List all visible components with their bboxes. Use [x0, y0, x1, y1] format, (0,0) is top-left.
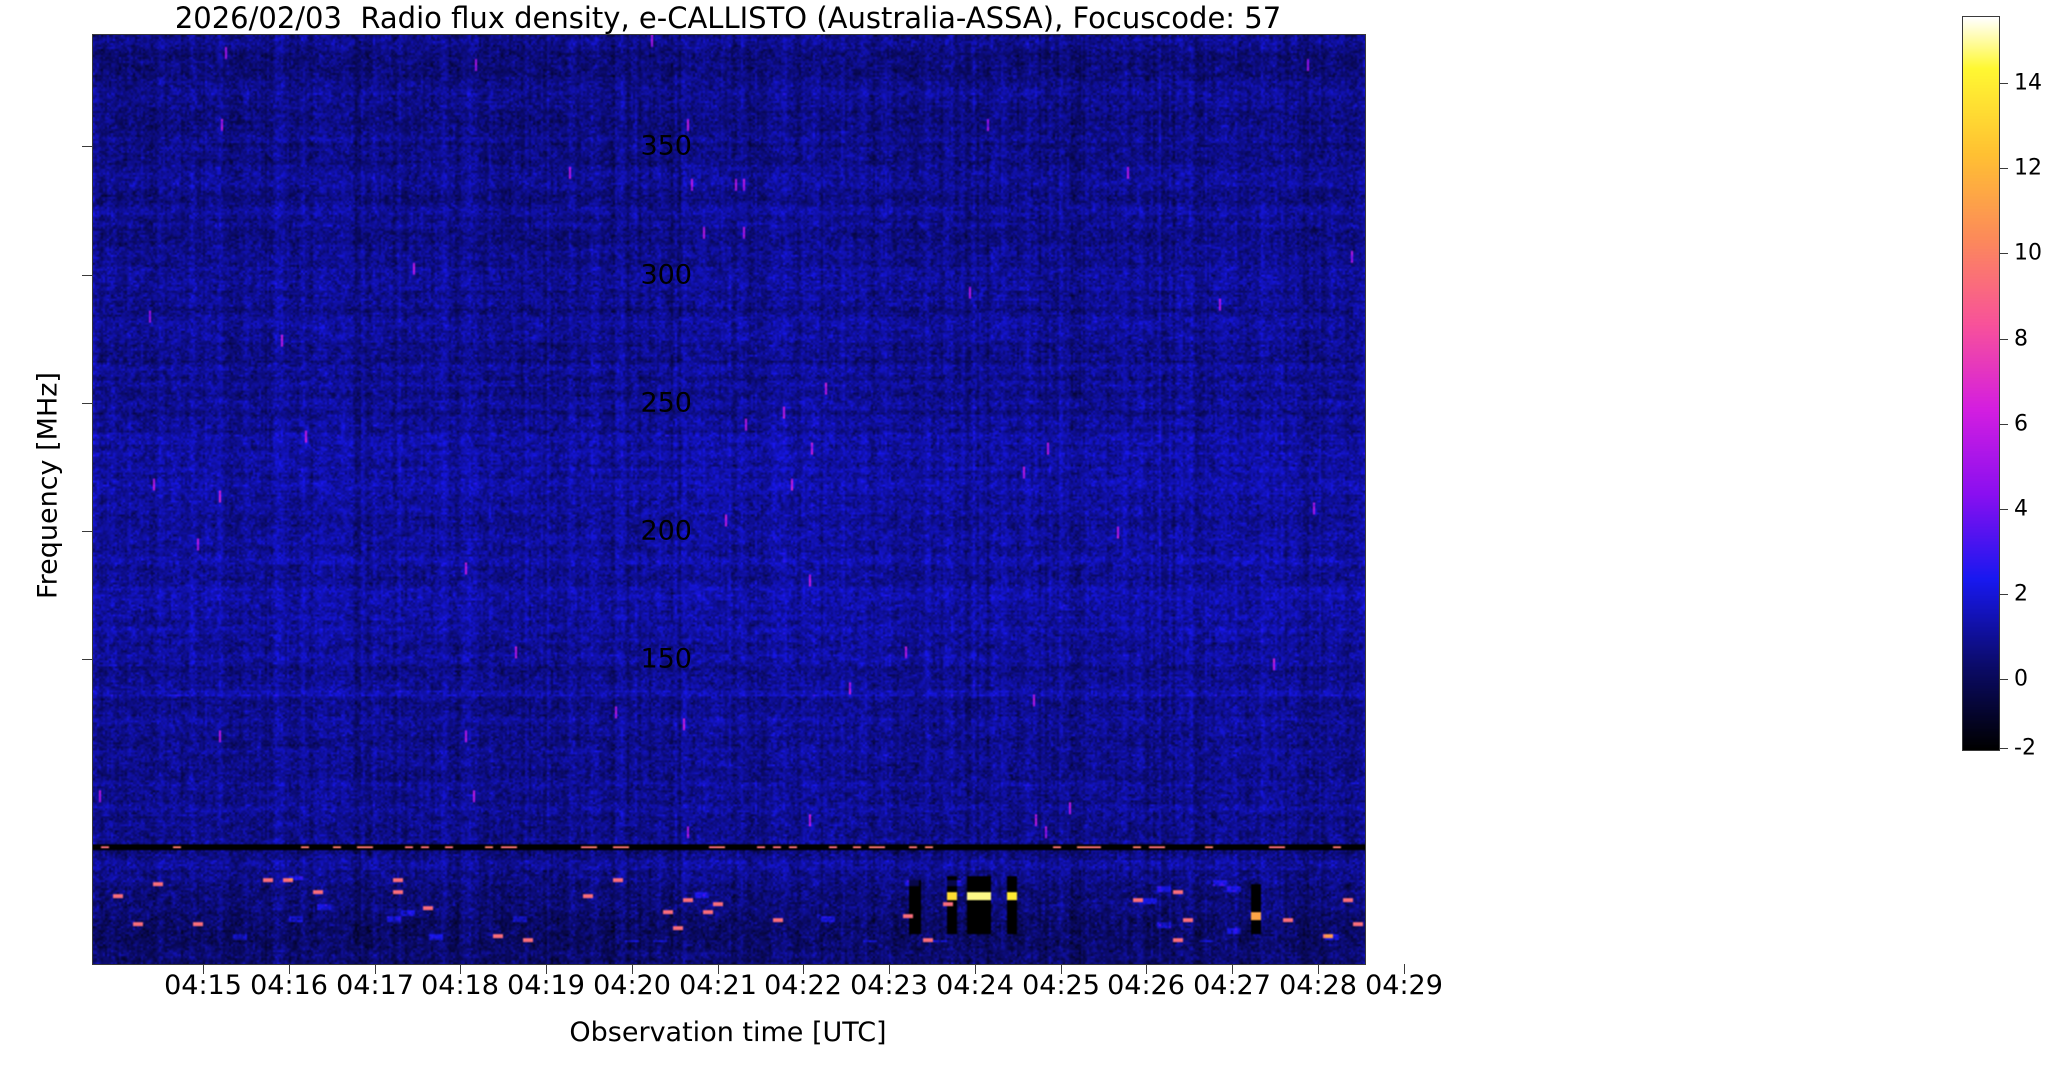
x-tick-mark — [632, 964, 633, 974]
colorbar-tick-mark — [1999, 679, 2008, 680]
y-tick-label: 250 — [640, 387, 692, 419]
colorbar-tick-mark — [1999, 424, 2008, 425]
x-tick-mark — [1318, 964, 1319, 974]
y-tick-mark — [82, 146, 92, 147]
colorbar-tick-label: 8 — [2014, 326, 2028, 352]
colorbar-tick-label: 12 — [2014, 155, 2042, 181]
colorbar-tick-label: 14 — [2014, 70, 2042, 96]
x-tick-label: 04:21 — [679, 970, 757, 1001]
colorbar-tick-mark — [1999, 748, 2008, 749]
y-tick-label: 300 — [640, 259, 692, 291]
x-tick-mark — [1061, 964, 1062, 974]
x-tick-mark — [803, 964, 804, 974]
y-tick-mark — [82, 659, 92, 660]
x-tick-mark — [889, 964, 890, 974]
x-tick-mark — [1404, 964, 1405, 974]
x-tick-label: 04:22 — [764, 970, 842, 1001]
x-tick-mark — [546, 964, 547, 974]
colorbar-tick-label: 6 — [2014, 411, 2028, 437]
colorbar-tick-label: 0 — [2014, 666, 2028, 692]
colorbar-tick-label: 10 — [2014, 240, 2042, 266]
x-tick-label: 04:26 — [1107, 970, 1185, 1001]
y-tick-mark — [82, 531, 92, 532]
x-tick-label: 04:16 — [250, 970, 328, 1001]
colorbar-tick-label: 4 — [2014, 496, 2028, 522]
page-title: 2026/02/03 Radio flux density, e-CALLIST… — [174, 1, 1282, 35]
x-tick-label: 04:29 — [1365, 970, 1443, 1001]
colorbar-tick-mark — [1999, 594, 2008, 595]
colorbar-tick-mark — [1999, 339, 2008, 340]
x-tick-label: 04:17 — [336, 970, 414, 1001]
colorbar-tick-mark — [1999, 168, 2008, 169]
x-tick-label: 04:15 — [164, 970, 242, 1001]
x-tick-mark — [718, 964, 719, 974]
x-tick-mark — [375, 964, 376, 974]
x-tick-mark — [289, 964, 290, 974]
y-tick-mark — [82, 403, 92, 404]
x-tick-label: 04:18 — [421, 970, 499, 1001]
x-tick-mark — [460, 964, 461, 974]
x-tick-label: 04:23 — [850, 970, 928, 1001]
y-tick-label: 200 — [640, 515, 692, 547]
x-tick-label: 04:28 — [1279, 970, 1357, 1001]
colorbar-tick-mark — [1999, 253, 2008, 254]
y-axis-label: Frequency [MHz] — [32, 372, 64, 599]
x-tick-mark — [975, 964, 976, 974]
colorbar-gradient — [1963, 17, 1999, 750]
x-tick-label: 04:25 — [1022, 970, 1100, 1001]
x-tick-mark — [1232, 964, 1233, 974]
x-tick-mark — [203, 964, 204, 974]
y-tick-mark — [82, 275, 92, 276]
spectrogram-axes — [92, 34, 1366, 965]
colorbar-axes — [1962, 16, 2000, 751]
colorbar-tick-mark — [1999, 509, 2008, 510]
x-tick-label: 04:20 — [593, 970, 671, 1001]
x-tick-label: 04:27 — [1193, 970, 1271, 1001]
x-axis-label: Observation time [UTC] — [569, 1017, 887, 1048]
x-tick-label: 04:19 — [507, 970, 585, 1001]
colorbar-tick-label: 2 — [2014, 581, 2028, 607]
spectrogram-heatmap — [93, 35, 1365, 964]
colorbar-tick-mark — [1999, 83, 2008, 84]
x-tick-mark — [1146, 964, 1147, 974]
x-tick-label: 04:24 — [936, 970, 1014, 1001]
y-tick-label: 150 — [640, 643, 692, 675]
colorbar-tick-label: -2 — [2014, 735, 2036, 761]
y-tick-label: 350 — [640, 130, 692, 162]
